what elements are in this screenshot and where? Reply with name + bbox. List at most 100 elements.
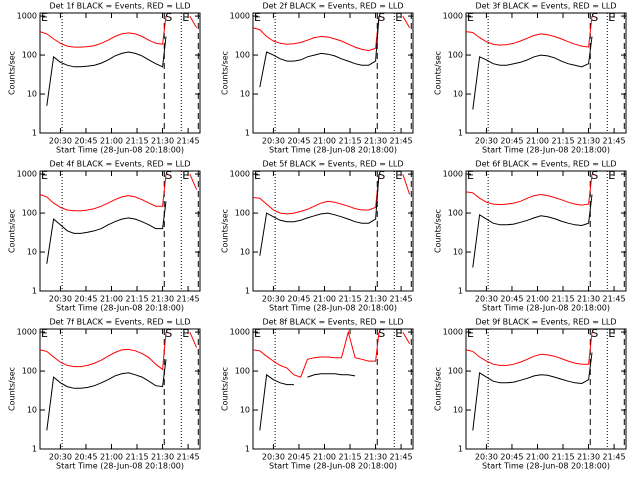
event-marker: E bbox=[395, 169, 402, 182]
event-marker: S bbox=[165, 169, 172, 182]
y-tick-label: 100 bbox=[235, 367, 250, 376]
y-tick-label: 1000 bbox=[443, 12, 463, 21]
x-axis-label: Start Time (28-Jun-08 20:18:00) bbox=[269, 146, 397, 155]
x-tick-label: 21:30 bbox=[151, 295, 174, 304]
y-tick-label: 100 bbox=[22, 209, 37, 218]
plot-frame bbox=[252, 12, 414, 134]
panel: Det 2f BLACK = Events, RED = LLD Counts/s… bbox=[221, 2, 414, 155]
x-tick-label: 21:45 bbox=[390, 137, 413, 146]
series-line bbox=[465, 16, 593, 48]
event-marker: E bbox=[467, 327, 474, 340]
plot-frame bbox=[39, 12, 201, 134]
x-tick-label: 20:45 bbox=[287, 453, 310, 462]
y-axis-label: Counts/sec bbox=[221, 367, 230, 411]
y-tick-label: 1 bbox=[32, 445, 37, 454]
panel: Det 8f BLACK = Events, RED = LLD Counts/s… bbox=[221, 318, 414, 471]
event-marker: S bbox=[165, 11, 172, 24]
x-tick-label: 21:45 bbox=[603, 453, 626, 462]
x-tick-label: 21:00 bbox=[313, 295, 336, 304]
y-tick-label: 1 bbox=[245, 129, 250, 138]
x-tick-label: 20:45 bbox=[74, 137, 97, 146]
chart-title: Det 7f BLACK = Events, RED = LLD bbox=[49, 318, 190, 327]
y-tick-label: 10 bbox=[27, 406, 37, 415]
x-tick-label: 21:15 bbox=[125, 137, 148, 146]
y-tick-label: 1 bbox=[245, 287, 250, 296]
plot-frame bbox=[39, 170, 201, 292]
x-tick-label: 20:30 bbox=[475, 295, 498, 304]
y-axis-label: Counts/sec bbox=[434, 367, 443, 411]
x-tick-label: 21:15 bbox=[338, 295, 361, 304]
x-tick-label: 21:00 bbox=[526, 137, 549, 146]
x-tick-label: 20:45 bbox=[500, 137, 523, 146]
series-line bbox=[46, 201, 167, 264]
x-axis-label: Start Time (28-Jun-08 20:18:00) bbox=[269, 304, 397, 313]
x-tick-label: 20:45 bbox=[500, 453, 523, 462]
x-tick-label: 21:30 bbox=[577, 295, 600, 304]
x-tick-label: 21:30 bbox=[364, 137, 387, 146]
x-tick-label: 21:15 bbox=[551, 137, 574, 146]
x-axis-label: Start Time (28-Jun-08 20:18:00) bbox=[482, 304, 610, 313]
x-tick-label: 20:30 bbox=[475, 453, 498, 462]
x-axis-label: Start Time (28-Jun-08 20:18:00) bbox=[269, 462, 397, 471]
y-tick-label: 100 bbox=[448, 367, 463, 376]
y-tick-label: 100 bbox=[235, 209, 250, 218]
y-tick-label: 1 bbox=[245, 445, 250, 454]
x-tick-label: 20:30 bbox=[49, 137, 72, 146]
y-tick-label: 1000 bbox=[230, 328, 250, 337]
event-marker: E bbox=[608, 327, 615, 340]
x-tick-label: 21:15 bbox=[125, 453, 148, 462]
panel: Det 6f BLACK = Events, RED = LLD Counts/s… bbox=[434, 160, 627, 313]
event-marker: S bbox=[591, 169, 598, 182]
x-tick-label: 21:45 bbox=[390, 295, 413, 304]
series-line bbox=[39, 173, 198, 212]
x-tick-label: 21:30 bbox=[364, 453, 387, 462]
y-tick-label: 1000 bbox=[230, 12, 250, 21]
x-tick-label: 21:15 bbox=[338, 453, 361, 462]
event-marker: S bbox=[378, 169, 385, 182]
plot-frame bbox=[465, 328, 627, 450]
y-tick-label: 10 bbox=[240, 406, 250, 415]
series-line bbox=[252, 330, 411, 378]
x-axis-label: Start Time (28-Jun-08 20:18:00) bbox=[56, 304, 184, 313]
x-tick-label: 20:45 bbox=[287, 137, 310, 146]
event-marker: S bbox=[165, 327, 172, 340]
y-tick-label: 10 bbox=[240, 248, 250, 257]
x-tick-label: 21:15 bbox=[551, 453, 574, 462]
y-tick-label: 1000 bbox=[17, 328, 37, 337]
x-tick-label: 21:45 bbox=[603, 137, 626, 146]
y-tick-label: 100 bbox=[448, 209, 463, 218]
chart-title: Det 9f BLACK = Events, RED = LLD bbox=[475, 318, 616, 327]
panel: Det 1f BLACK = Events, RED = LLD Counts/s… bbox=[8, 2, 201, 155]
x-axis-label: Start Time (28-Jun-08 20:18:00) bbox=[56, 462, 184, 471]
series-line bbox=[39, 331, 198, 371]
x-tick-label: 20:45 bbox=[74, 295, 97, 304]
y-tick-label: 100 bbox=[22, 367, 37, 376]
x-tick-label: 21:15 bbox=[338, 137, 361, 146]
event-marker: S bbox=[591, 327, 598, 340]
event-marker: E bbox=[254, 11, 261, 24]
x-tick-label: 20:45 bbox=[500, 295, 523, 304]
series-line bbox=[39, 15, 198, 48]
event-marker: E bbox=[254, 327, 261, 340]
x-tick-label: 21:45 bbox=[390, 453, 413, 462]
chart-title: Det 6f BLACK = Events, RED = LLD bbox=[475, 160, 616, 169]
chart-title: Det 2f BLACK = Events, RED = LLD bbox=[262, 2, 403, 11]
event-marker: E bbox=[41, 327, 48, 340]
y-tick-label: 100 bbox=[448, 51, 463, 60]
x-tick-label: 21:15 bbox=[551, 295, 574, 304]
chart-title: Det 3f BLACK = Events, RED = LLD bbox=[475, 2, 616, 11]
x-tick-label: 20:30 bbox=[49, 453, 72, 462]
y-tick-label: 1000 bbox=[230, 170, 250, 179]
x-tick-label: 21:45 bbox=[177, 137, 200, 146]
event-marker: E bbox=[608, 11, 615, 24]
y-axis-label: Counts/sec bbox=[221, 209, 230, 253]
panel: Det 5f BLACK = Events, RED = LLD Counts/s… bbox=[221, 160, 414, 313]
series-line bbox=[252, 173, 411, 215]
event-marker: E bbox=[467, 11, 474, 24]
y-axis-label: Counts/sec bbox=[434, 51, 443, 95]
y-tick-label: 1000 bbox=[17, 170, 37, 179]
y-tick-label: 1000 bbox=[443, 328, 463, 337]
event-marker: E bbox=[182, 327, 189, 340]
event-marker: E bbox=[254, 169, 261, 182]
